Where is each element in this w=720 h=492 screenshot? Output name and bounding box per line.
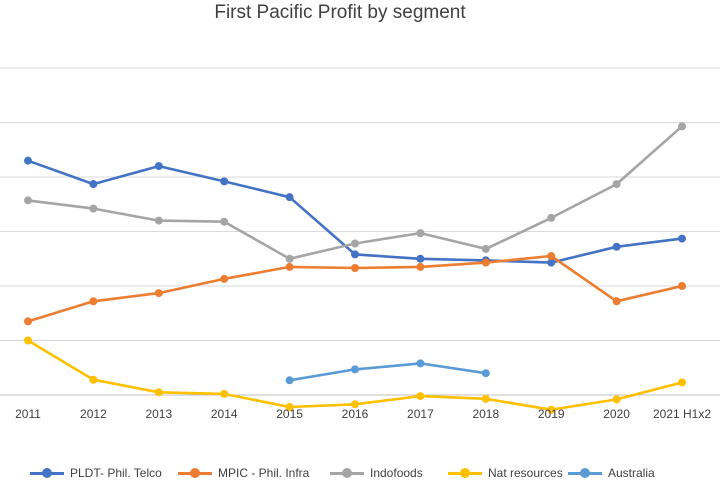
- legend-swatch: [568, 468, 602, 478]
- data-point: [220, 217, 229, 226]
- legend-label: MPIC - Phil. Infra: [218, 466, 310, 480]
- gridlines: [0, 67, 720, 396]
- data-point: [481, 369, 490, 378]
- data-point: [220, 389, 229, 398]
- data-point: [351, 400, 359, 409]
- chart-title: First Pacific Profit by segment: [214, 2, 466, 23]
- x-tick-label: 2014: [211, 407, 238, 421]
- data-point: [285, 262, 294, 271]
- legend-item: MPIC - Phil. Infra: [178, 466, 309, 480]
- x-axis-tick-labels: 2011 2012 2013 2014 2015 2016 2017 2018 2019 2020…: [15, 407, 711, 421]
- data-point: [89, 204, 98, 213]
- data-point: [678, 122, 686, 131]
- data-point: [24, 156, 32, 165]
- x-tick-label: 2017: [407, 407, 434, 421]
- data-point: [24, 336, 32, 345]
- legend-item: PLDT- Phil. Telco: [30, 466, 162, 480]
- data-point: [416, 392, 425, 401]
- x-tick-label: 2021 H1x2: [653, 407, 711, 421]
- data-point: [481, 394, 490, 403]
- series-australia: [285, 359, 490, 385]
- data-point: [351, 239, 359, 248]
- data-point: [351, 365, 359, 374]
- data-point: [416, 229, 425, 238]
- x-tick-label: 2019: [538, 407, 565, 421]
- data-point: [24, 196, 32, 205]
- data-point: [154, 388, 163, 397]
- legend-swatch: [330, 468, 364, 478]
- x-tick-label: 2011: [15, 407, 41, 421]
- x-tick-label: 2015: [276, 407, 303, 421]
- series-mpic-phil-infra: [24, 252, 686, 326]
- data-point: [24, 317, 32, 326]
- legend-swatch: [178, 468, 212, 478]
- data-point: [547, 252, 556, 261]
- data-point: [285, 254, 294, 263]
- legend: PLDT- Phil. Telco MPIC - Phil. Infra Indof…: [0, 466, 720, 490]
- data-point: [220, 177, 229, 186]
- series-indofoods: [24, 122, 686, 263]
- data-point: [481, 258, 490, 267]
- data-point: [612, 395, 621, 404]
- data-point: [612, 180, 621, 189]
- legend-item: Indofoods: [330, 466, 423, 480]
- data-point: [285, 376, 294, 385]
- data-point: [416, 262, 425, 271]
- x-tick-label: 2018: [472, 407, 499, 421]
- legend-label: Nat resources: [488, 466, 563, 480]
- series-nat-resources: [24, 336, 686, 414]
- legend-label: Indofoods: [370, 466, 423, 480]
- data-point: [351, 264, 359, 273]
- data-point: [612, 242, 621, 251]
- data-point: [416, 254, 425, 263]
- data-point: [285, 402, 294, 411]
- series-line: [27, 339, 683, 411]
- series-line: [27, 125, 683, 261]
- legend-item: Australia: [568, 466, 655, 480]
- data-point: [89, 297, 98, 306]
- data-point: [220, 274, 229, 283]
- series-line: [289, 362, 486, 382]
- legend-swatch: [30, 468, 64, 478]
- data-point: [547, 213, 556, 222]
- data-point: [154, 289, 163, 298]
- data-point: [678, 234, 686, 243]
- legend-label: PLDT- Phil. Telco: [70, 466, 162, 480]
- data-point: [89, 375, 98, 384]
- data-point: [678, 378, 686, 387]
- series-lines: [24, 122, 686, 414]
- legend-label: Australia: [608, 466, 655, 480]
- legend-item: Nat resources: [448, 466, 563, 480]
- data-point: [89, 180, 98, 189]
- legend-swatch: [448, 468, 482, 478]
- x-tick-label: 2012: [80, 407, 107, 421]
- data-point: [351, 250, 359, 259]
- data-point: [416, 359, 425, 368]
- data-point: [612, 297, 621, 306]
- data-point: [547, 258, 556, 267]
- data-point: [481, 244, 490, 253]
- series-pldt-phil-telco: [24, 156, 686, 267]
- data-point: [154, 162, 163, 171]
- data-point: [285, 193, 294, 202]
- x-tick-label: 2020: [603, 407, 630, 421]
- x-tick-label: 2016: [342, 407, 369, 421]
- data-point: [547, 405, 556, 414]
- x-tick-label: 2013: [145, 407, 172, 421]
- data-point: [154, 216, 163, 225]
- data-point: [678, 282, 686, 290]
